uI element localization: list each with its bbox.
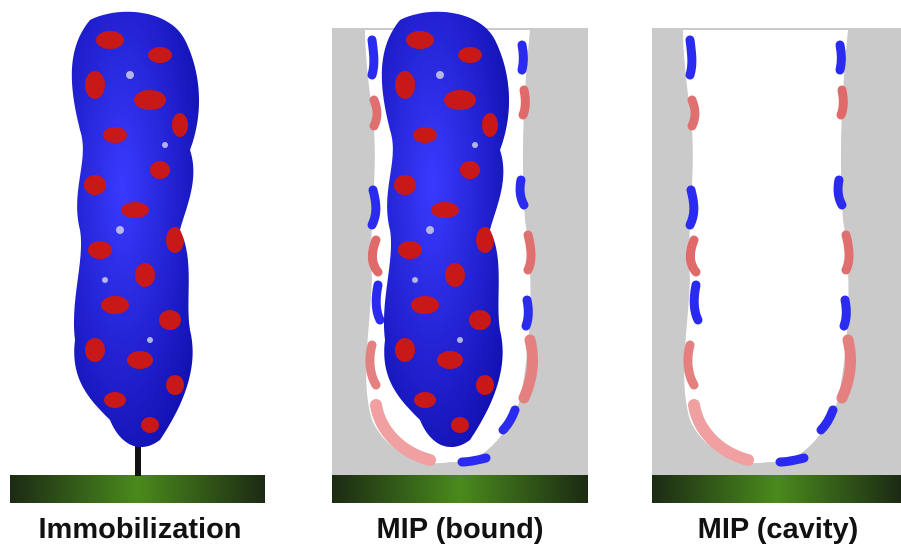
molecule xyxy=(382,12,509,447)
panel-label: MIP (cavity) xyxy=(698,513,859,545)
substrate xyxy=(652,475,901,503)
cavity xyxy=(683,30,849,464)
panel-label: MIP (bound) xyxy=(377,513,544,545)
molecule xyxy=(72,12,199,447)
substrate xyxy=(10,475,265,503)
panel-label: Immobilization xyxy=(39,513,242,545)
linker xyxy=(135,440,141,476)
substrate xyxy=(332,475,588,503)
